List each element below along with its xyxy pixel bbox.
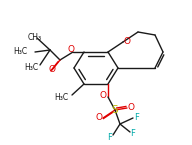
Text: O: O — [127, 103, 135, 112]
Text: O: O — [99, 91, 107, 100]
Text: F: F — [108, 133, 113, 142]
Text: S: S — [112, 105, 118, 115]
Text: F: F — [135, 113, 139, 122]
Text: O: O — [68, 46, 74, 55]
Text: CH₃: CH₃ — [28, 32, 42, 41]
Text: O: O — [95, 113, 103, 122]
Text: H₃C: H₃C — [24, 62, 38, 71]
Text: O: O — [123, 38, 131, 47]
Text: H₃C: H₃C — [13, 47, 27, 56]
Text: F: F — [131, 129, 135, 138]
Text: O: O — [49, 65, 55, 74]
Text: H₃C: H₃C — [54, 93, 68, 102]
